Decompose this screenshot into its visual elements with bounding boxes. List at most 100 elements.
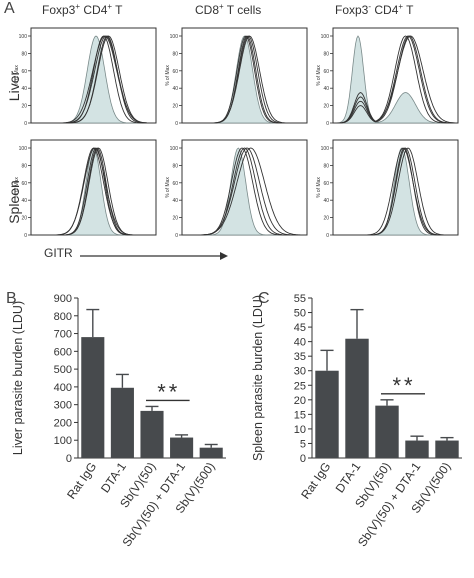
liver-y-tick-label: 300 xyxy=(54,400,72,412)
liver-bar-4 xyxy=(170,437,194,458)
liver-y-tick-label: 500 xyxy=(54,364,72,376)
panel-letter-b: B xyxy=(6,290,17,307)
histogram-y-tick-label: 0 xyxy=(175,233,178,239)
spleen-bar-5 xyxy=(435,440,459,458)
histogram-panel-liver-2: 0 20 40 60 80 100 % of Max xyxy=(165,27,308,127)
spleen-y-tick-label: 40 xyxy=(294,337,306,349)
liver-y-tick-label: 200 xyxy=(54,417,72,429)
histogram-y-axis-label: % of Max xyxy=(14,177,20,198)
histogram-panel-liver-1: 0 20 40 60 80 100 % of Max xyxy=(14,27,157,127)
column-title-foxp3-pos-cd4: Foxp3+ CD4+ T xyxy=(42,2,123,17)
histogram-overlay-line xyxy=(333,35,458,124)
liver-y-axis-label: Liver parasite burden (LDU) xyxy=(11,301,25,455)
liver-y-tick-label: 700 xyxy=(54,329,72,341)
histogram-reference-fill xyxy=(31,35,156,124)
histogram-panel-spleen-2: 0 20 40 60 80 100 % of Max xyxy=(165,139,308,239)
liver-bar-1 xyxy=(81,337,105,458)
spleen-y-tick-label: 10 xyxy=(294,424,306,436)
histogram-y-tick-label: 100 xyxy=(321,34,330,40)
histogram-y-axis-label: % of Max xyxy=(316,65,322,86)
spleen-burden-chart: 0 5 10 15 20 25 30 35 40 45 50 55 Spleen parasite bu… xyxy=(251,293,462,549)
spleen-y-tick-label: 55 xyxy=(294,293,306,305)
histogram-reference-fill xyxy=(333,147,458,236)
histogram-overlay-line xyxy=(182,35,307,124)
histogram-y-tick-label: 20 xyxy=(323,104,329,110)
histogram-y-tick-label: 100 xyxy=(170,146,179,152)
histogram-y-axis-label: % of Max xyxy=(316,177,322,198)
histogram-y-tick-label: 0 xyxy=(175,121,178,127)
spleen-y-tick-label: 35 xyxy=(294,351,306,363)
spleen-y-tick-label: 25 xyxy=(294,380,306,392)
spleen-y-tick-label: 15 xyxy=(294,409,306,421)
histogram-y-tick-label: 40 xyxy=(323,198,329,204)
histogram-y-tick-label: 40 xyxy=(21,86,27,92)
histogram-overlay-line xyxy=(333,35,458,124)
histogram-y-tick-label: 40 xyxy=(172,86,178,92)
histogram-y-tick-label: 40 xyxy=(323,86,329,92)
liver-y-tick-label: 800 xyxy=(54,311,72,323)
spleen-category-label-1: Rat IgG xyxy=(298,460,333,502)
histogram-y-tick-label: 80 xyxy=(172,163,178,169)
histogram-grid: 0 20 40 60 80 100 % of Max 0 20 40 60 80 100 % of Max… xyxy=(14,27,459,239)
histogram-y-tick-label: 100 xyxy=(170,34,179,40)
liver-burden-chart: 0 100 200 300 400 500 600 700 800 900 Liver parasi… xyxy=(11,293,226,549)
histogram-overlay-line xyxy=(31,147,156,236)
histogram-y-tick-label: 60 xyxy=(172,181,178,187)
liver-y-tick-label: 600 xyxy=(54,346,72,358)
histogram-y-tick-label: 40 xyxy=(172,198,178,204)
liver-significance-label: ** xyxy=(157,379,180,404)
gitr-arrow-icon xyxy=(80,252,228,260)
histogram-reference-fill xyxy=(182,35,307,124)
histogram-y-tick-label: 100 xyxy=(19,34,28,40)
histogram-y-tick-label: 20 xyxy=(323,216,329,222)
column-title-cd8: CD8+ T cells xyxy=(195,2,262,17)
histogram-y-tick-label: 20 xyxy=(172,216,178,222)
histogram-y-tick-label: 60 xyxy=(21,69,27,75)
histogram-y-tick-label: 20 xyxy=(172,104,178,110)
spleen-bar-1 xyxy=(315,370,339,458)
column-title-foxp3-neg-cd4: Foxp3- CD4+ T xyxy=(335,2,414,17)
liver-category-label-1: Rat IgG xyxy=(64,460,99,502)
histogram-y-tick-label: 60 xyxy=(21,181,27,187)
liver-y-tick-label: 0 xyxy=(66,453,72,465)
histogram-y-tick-label: 0 xyxy=(326,121,329,127)
histogram-y-tick-label: 60 xyxy=(323,69,329,75)
histogram-overlay-line xyxy=(333,35,458,124)
spleen-category-label-2: DTA-1 xyxy=(333,459,364,495)
histogram-y-tick-label: 0 xyxy=(326,233,329,239)
spleen-y-tick-label: 5 xyxy=(300,438,306,450)
spleen-y-tick-label: 20 xyxy=(294,395,306,407)
histogram-y-tick-label: 0 xyxy=(24,121,27,127)
spleen-significance-label: ** xyxy=(392,373,415,398)
histogram-panel-liver-3: 0 20 40 60 80 100 % of Max xyxy=(316,27,459,127)
histogram-panel-spleen-1: 0 20 40 60 80 100 % of Max xyxy=(14,139,157,239)
histogram-y-tick-label: 80 xyxy=(323,163,329,169)
histogram-y-tick-label: 60 xyxy=(323,181,329,187)
histogram-y-axis-label: % of Max xyxy=(14,65,20,86)
histogram-y-tick-label: 100 xyxy=(321,146,330,152)
histogram-y-tick-label: 80 xyxy=(172,51,178,57)
liver-y-tick-label: 900 xyxy=(54,293,72,305)
spleen-bar-2 xyxy=(345,338,369,458)
liver-bar-3 xyxy=(140,410,164,458)
liver-category-label-2: DTA-1 xyxy=(98,459,129,495)
histogram-overlay-line xyxy=(333,147,458,236)
histogram-panel-spleen-3: 0 20 40 60 80 100 % of Max xyxy=(316,139,459,239)
gitr-axis-label: GITR xyxy=(44,246,73,260)
histogram-overlay-line xyxy=(182,147,307,236)
histogram-y-axis-label: % of Max xyxy=(165,177,171,198)
histogram-overlay-line xyxy=(31,35,156,124)
histogram-y-tick-label: 40 xyxy=(21,198,27,204)
histogram-y-axis-label: % of Max xyxy=(165,65,171,86)
histogram-y-tick-label: 80 xyxy=(21,163,27,169)
spleen-y-tick-label: 30 xyxy=(294,366,306,378)
liver-y-tick-label: 100 xyxy=(54,435,72,447)
spleen-y-tick-label: 50 xyxy=(294,308,306,320)
histogram-y-tick-label: 20 xyxy=(21,104,27,110)
spleen-y-tick-label: 45 xyxy=(294,322,306,334)
liver-bar-5 xyxy=(199,447,223,458)
spleen-y-tick-label: 0 xyxy=(300,453,306,465)
histogram-reference-fill xyxy=(182,147,307,236)
histogram-y-tick-label: 80 xyxy=(21,51,27,57)
panel-letter-a: A xyxy=(4,0,15,17)
